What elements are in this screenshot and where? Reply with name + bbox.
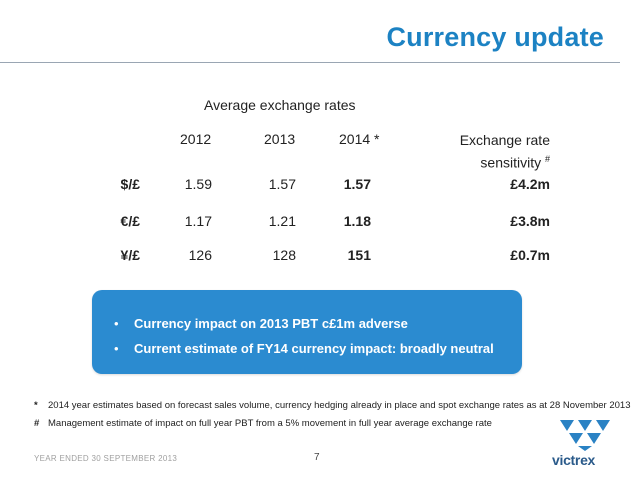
cell-jpy-2012: 126 — [188, 247, 212, 263]
column-header-2014: 2014 * — [339, 131, 380, 147]
key-point-text: Current estimate of FY14 currency impact… — [134, 341, 494, 356]
column-header-2013: 2013 — [264, 131, 296, 147]
cell-eur-2014: 1.18 — [343, 213, 371, 229]
cell-usd-2014: 1.57 — [343, 176, 371, 192]
cell-jpy-2014: 151 — [347, 247, 371, 263]
footnote: # Management estimate of impact on full y… — [34, 418, 492, 429]
page-number: 7 — [314, 452, 320, 463]
cell-usd-2012: 1.59 — [184, 176, 212, 192]
column-header-2012: 2012 — [180, 131, 212, 147]
cell-eur-2013: 1.21 — [268, 213, 296, 229]
row-label-eur: €/£ — [120, 213, 140, 229]
row-label-usd: $/£ — [120, 176, 140, 192]
cell-eur-sensitivity: £3.8m — [510, 213, 550, 229]
list-item: • Currency impact on 2013 PBT c£1m advers… — [114, 316, 494, 331]
footer-period: YEAR ENDED 30 SEPTEMBER 2013 — [34, 454, 178, 463]
footnote: * 2014 year estimates based on forecast s… — [34, 400, 631, 411]
title-divider — [0, 62, 620, 63]
sensitivity-header-line2: sensitivity — [480, 154, 542, 171]
key-points-list: • Currency impact on 2013 PBT c£1m advers… — [114, 316, 494, 366]
footnote-text: 2014 year estimates based on forecast sa… — [48, 400, 631, 411]
company-logo-text: victrex — [552, 452, 596, 468]
sensitivity-header-line1: Exchange rate — [459, 132, 550, 148]
bullet-icon: • — [114, 341, 119, 356]
footnote-mark: # — [34, 418, 40, 429]
bullet-icon: • — [114, 316, 119, 331]
footnote-mark: * — [34, 400, 38, 411]
cell-eur-2012: 1.17 — [184, 213, 212, 229]
row-label-jpy: ¥/£ — [120, 247, 140, 263]
cell-jpy-2013: 128 — [272, 247, 296, 263]
column-header-sensitivity: Exchange rate sensitivity # — [460, 131, 550, 173]
cell-usd-sensitivity: £4.2m — [510, 176, 550, 192]
list-item: • Current estimate of FY14 currency impac… — [114, 341, 494, 356]
key-points-callout: • Currency impact on 2013 PBT c£1m advers… — [92, 290, 522, 374]
sensitivity-footnote-mark: # — [544, 154, 550, 164]
key-point-text: Currency impact on 2013 PBT c£1m adverse — [134, 316, 408, 331]
cell-usd-2013: 1.57 — [268, 176, 296, 192]
victrex-triangle-logo-icon — [560, 420, 610, 451]
page-title: Currency update — [386, 22, 604, 52]
cell-jpy-sensitivity: £0.7m — [510, 247, 550, 263]
table-heading: Average exchange rates — [204, 97, 356, 113]
footnote-text: Management estimate of impact on full ye… — [48, 418, 492, 429]
